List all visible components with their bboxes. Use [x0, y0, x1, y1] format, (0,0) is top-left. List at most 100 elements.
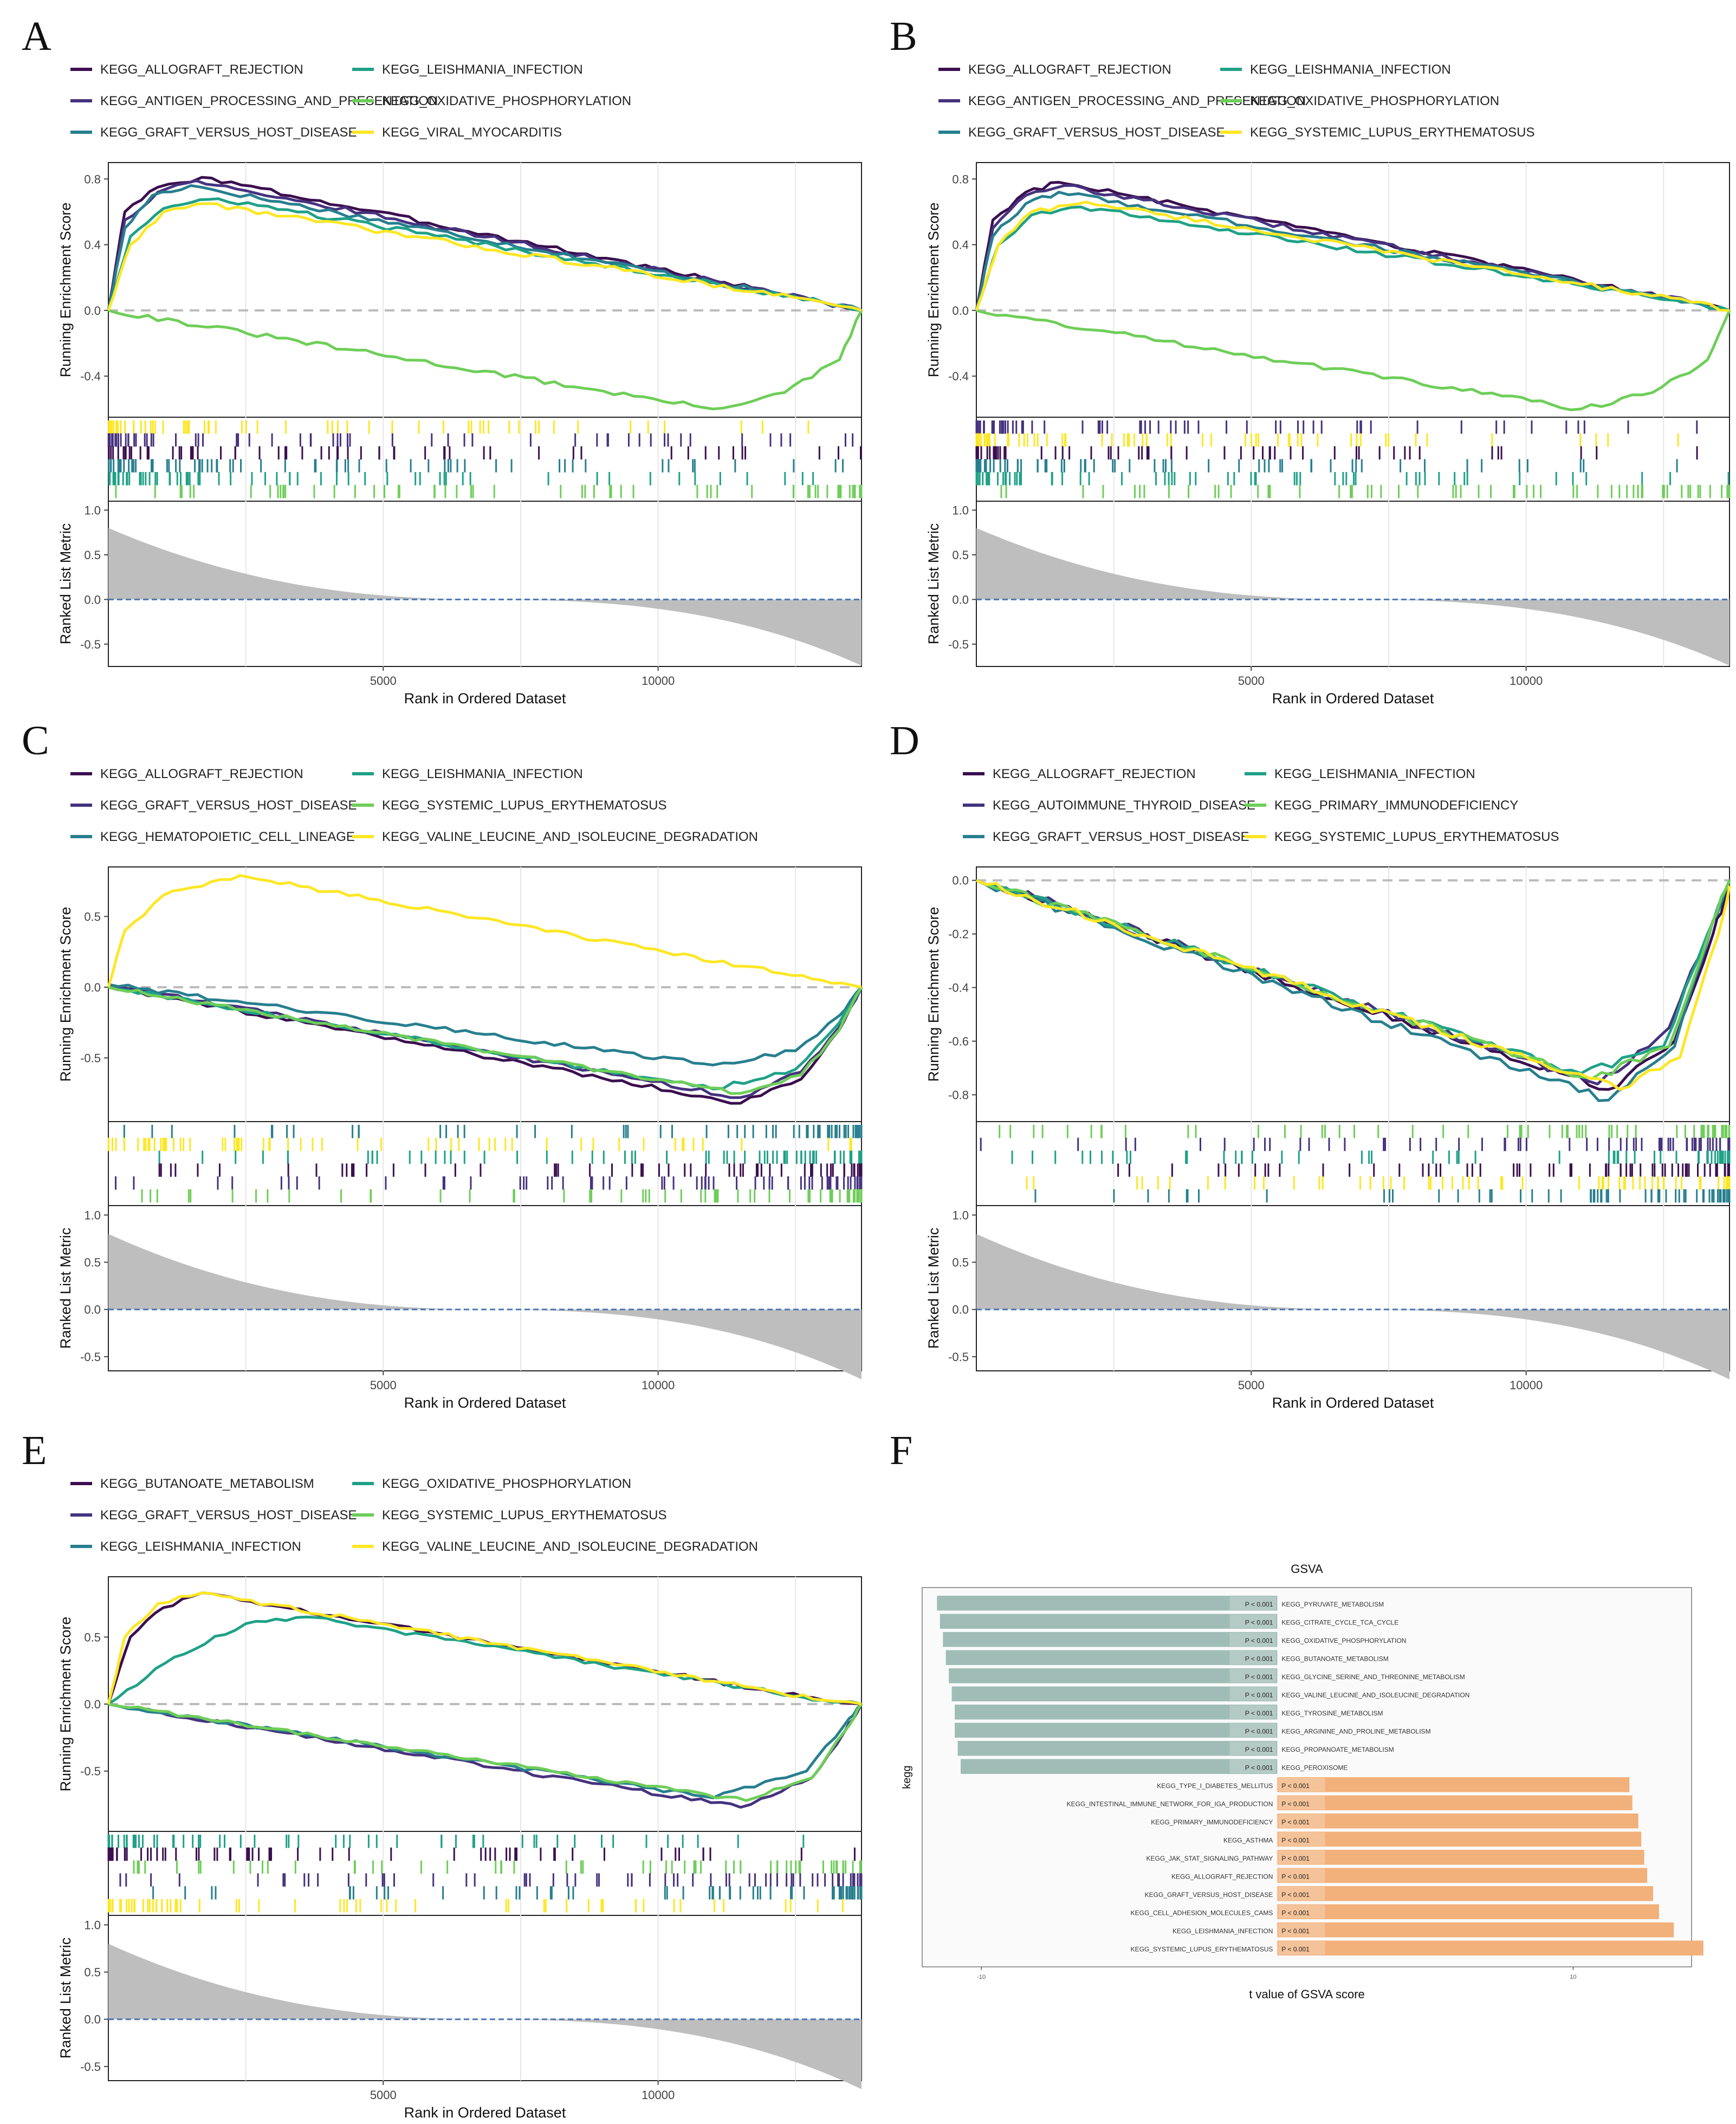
hit-row — [115, 1176, 863, 1190]
es-curve — [108, 986, 863, 1095]
gsva-p-value: P < 0.001 — [1245, 1655, 1273, 1662]
gsva-p-value: P < 0.001 — [1245, 1637, 1273, 1644]
hit-row — [1000, 484, 1731, 498]
hit-row — [115, 484, 863, 498]
es-tick-label: 0.0 — [952, 874, 969, 888]
gsva-p-value: P < 0.001 — [1245, 1618, 1273, 1626]
gsva-bar-group: P < 0.001 KEGG_PEROXISOME — [961, 1759, 1348, 1774]
gsva-x-tick-label: 10 — [1570, 1974, 1576, 1980]
es-curve — [975, 205, 1730, 312]
legend-item: KEGG_LEISHMANIA_INFECTION — [1220, 62, 1451, 77]
gsva-p-value: P < 0.001 — [1245, 1673, 1273, 1681]
gsva-bar — [1277, 1814, 1638, 1829]
es-curve — [976, 879, 1731, 1091]
legend-label: KEGG_OXIDATIVE_PHOSPHORYLATION — [382, 94, 631, 108]
es-curve — [975, 879, 1731, 1080]
gsea-panel-c: C KEGG_ALLOGRAFT_REJECTION KEGG_GRAFT_VERS… — [0, 704, 868, 1411]
rank-tick-label: 0.0 — [84, 2013, 101, 2026]
legend-item: KEGG_LEISHMANIA_INFECTION — [70, 1539, 301, 1554]
es-curve — [108, 986, 863, 1091]
x-tick-label: 10000 — [1510, 1378, 1543, 1392]
rank-tick-label: 1.0 — [84, 1918, 101, 1932]
hit-row — [975, 433, 1679, 447]
gsea-panel-d: D KEGG_ALLOGRAFT_REJECTION KEGG_AUTOIMMUNE… — [868, 704, 1736, 1411]
gsva-bar-label: KEGG_GLYCINE_SERINE_AND_THREONINE_METABO… — [1281, 1673, 1465, 1681]
hit-row — [980, 1137, 1731, 1151]
gsea-chart-svg: D KEGG_ALLOGRAFT_REJECTION KEGG_AUTOIMMUNE… — [890, 718, 1731, 1411]
gsva-bar — [949, 1668, 1278, 1683]
gsva-bar-label: KEGG_BUTANOATE_METABOLISM — [1281, 1655, 1388, 1662]
gsva-p-value: P < 0.001 — [1245, 1764, 1273, 1771]
legend-item: KEGG_PRIMARY_IMMUNODEFICIENCY — [1245, 798, 1518, 813]
ranked-metric-area — [976, 1234, 1729, 1380]
gsva-p-value: P < 0.001 — [1281, 1927, 1310, 1935]
rank-y-axis-label: Ranked List Metric — [925, 1228, 942, 1349]
legend-label: KEGG_HEMATOPOIETIC_CELL_LINEAGE — [100, 830, 355, 844]
gsva-p-value: P < 0.001 — [1281, 1855, 1310, 1862]
legend-label: KEGG_SYSTEMIC_LUPUS_ERYTHEMATOSUS — [382, 798, 666, 813]
legend-label: KEGG_LEISHMANIA_INFECTION — [1250, 62, 1451, 77]
es-curve — [108, 1702, 863, 1799]
legend-label: KEGG_GRAFT_VERSUS_HOST_DISEASE — [993, 830, 1249, 844]
panel-letter: D — [890, 718, 919, 763]
rank-tick-label: 1.0 — [84, 1208, 101, 1222]
gsva-bar-group: P < 0.001 KEGG_INTESTINAL_IMMUNE_NETWORK_… — [1067, 1795, 1633, 1810]
gsva-p-value: P < 0.001 — [1281, 1945, 1310, 1953]
gsva-bar-group: P < 0.001 KEGG_BUTANOATE_METABOLISM — [945, 1650, 1389, 1665]
gsva-p-value: P < 0.001 — [1281, 1909, 1310, 1916]
gsva-bar-label: KEGG_PRIMARY_IMMUNODEFICIENCY — [1151, 1818, 1273, 1826]
hit-row — [108, 459, 844, 472]
x-tick-label: 10000 — [642, 1378, 675, 1392]
es-curve — [108, 1702, 863, 1809]
es-y-axis-label: Running Enrichment Score — [57, 1617, 74, 1792]
legend-item: KEGG_OXIDATIVE_PHOSPHORYLATION — [352, 1477, 631, 1491]
gsva-bar-group: P < 0.001 KEGG_GRAFT_VERSUS_HOST_DISEASE — [1145, 1886, 1653, 1901]
rank-tick-label: 0.5 — [84, 1966, 101, 1979]
legend-item: KEGG_AUTOIMMUNE_THYROID_DISEASE — [963, 798, 1255, 813]
gsva-bar-label: KEGG_SYSTEMIC_LUPUS_ERYTHEMATOSUS — [1131, 1945, 1273, 1953]
gsva-p-value: P < 0.001 — [1245, 1601, 1273, 1608]
x-axis-label: Rank in Ordered Dataset — [1272, 1395, 1434, 1411]
panel-letter: A — [22, 14, 51, 59]
legend-item: KEGG_LEISHMANIA_INFECTION — [352, 62, 583, 77]
gsva-bar — [1277, 1940, 1703, 1955]
gsva-bar-group: P < 0.001 KEGG_ALLOGRAFT_REJECTION — [1171, 1868, 1648, 1883]
legend-item: KEGG_LEISHMANIA_INFECTION — [1245, 767, 1475, 781]
es-tick-label: 0.5 — [84, 910, 101, 923]
gsva-bar-group: P < 0.001 KEGG_ASTHMA — [1223, 1831, 1642, 1847]
x-tick-label: 5000 — [370, 1378, 397, 1392]
es-curve — [107, 874, 862, 989]
rank-tick-label: -0.5 — [80, 638, 101, 651]
es-curve — [107, 197, 862, 312]
gsva-p-box — [1278, 1778, 1325, 1792]
es-tick-label: -0.4 — [948, 370, 969, 383]
gsva-bar-group: P < 0.001 KEGG_JAK_STAT_SIGNALING_PATHWAY — [1146, 1850, 1644, 1865]
gsva-bar-group: P < 0.001 KEGG_PYRUVATE_METABOLISM — [937, 1596, 1384, 1611]
rank-tick-label: -0.5 — [948, 1350, 969, 1364]
es-curve — [976, 879, 1731, 1075]
gsva-p-box — [1229, 1669, 1277, 1683]
es-plot-frame — [976, 866, 1730, 1122]
gsva-bar-group: P < 0.001 KEGG_CITRATE_CYCLE_TCA_CYCLE — [940, 1614, 1398, 1629]
gsva-x-axis-label: t value of GSVA score — [1249, 1987, 1365, 2001]
es-y-axis-label: Running Enrichment Score — [57, 907, 74, 1082]
gsva-p-value: P < 0.001 — [1245, 1691, 1273, 1699]
hit-row — [1026, 1176, 1731, 1190]
es-curve — [108, 1702, 863, 1802]
gsva-p-box — [1229, 1614, 1277, 1628]
hit-row — [975, 459, 1678, 472]
hit-row — [975, 446, 1698, 460]
gsva-bar — [1277, 1886, 1653, 1901]
gsva-bar-label: KEGG_INTESTINAL_IMMUNE_NETWORK_FOR_IGA_P… — [1067, 1800, 1273, 1808]
panel-letter: B — [890, 14, 917, 59]
gsva-bar — [1277, 1850, 1644, 1865]
es-curve — [975, 200, 1730, 312]
es-curve — [975, 879, 1731, 1091]
gsva-bar-group: P < 0.001 KEGG_CELL_ADHESION_MOLECULES_CA… — [1131, 1904, 1659, 1919]
gsva-y-axis-label: kegg — [901, 1765, 913, 1789]
legend-label: KEGG_SYSTEMIC_LUPUS_ERYTHEMATOSUS — [382, 1508, 666, 1523]
x-tick-label: 5000 — [1238, 674, 1265, 688]
es-tick-label: -0.4 — [948, 981, 969, 995]
rank-y-axis-label: Ranked List Metric — [57, 1228, 74, 1349]
legend-item: KEGG_SYSTEMIC_LUPUS_ERYTHEMATOSUS — [1220, 125, 1534, 140]
